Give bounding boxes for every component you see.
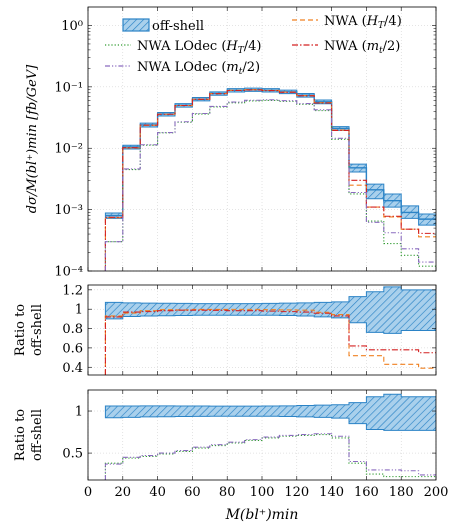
ratio-panel-lodec-series (104, 393, 436, 480)
main-panel-ytick-label: 10⁻¹ (54, 80, 83, 95)
legend-entry-nwa-lodec-m-t-2: NWA LOdec (mt/2) (105, 60, 260, 77)
ratio-panel-lodec-axis: 0 20 40 60 80 100 120 140 160 180 200 0.5 1 (62, 390, 448, 500)
legend-entry-off-shell: off-shell (122, 18, 204, 34)
series-nwa-h-t-4-line (104, 89, 436, 271)
legend-entry-nwa-lodec-h-t-4: NWA LOdec (HT/4) (105, 39, 262, 56)
ratio-panel-lodec-xtick-label: 160 (354, 485, 379, 500)
legend-entry-nwa-m-t-2: NWA (mt/2) (292, 39, 400, 56)
legend-label-nwa-h-t-4: NWA (HT/4) (324, 14, 402, 31)
series-nwa-lodec-h-t-4-line (104, 434, 436, 480)
series-nwa-m-t-2-line (104, 309, 436, 375)
series-nwa-lodec-m-t-2-line (104, 433, 436, 480)
series-nwa-h-t-4-line (104, 308, 436, 375)
ratio-panel-lodec: 0 20 40 60 80 100 120 140 160 180 200 0.5 1 Ratio to… (13, 389, 448, 523)
ratio-panel-lodec-xtick-label: 200 (424, 485, 449, 500)
ratio-panel-lodec-xtick-label: 120 (284, 485, 309, 500)
legend: off-shell NWA (HT/4) NWA LOdec (HT/4) NWA (… (105, 14, 402, 77)
series-off-shell-band (104, 87, 436, 226)
ratio-panel-nwa-ytick-label: 0.6 (62, 341, 83, 356)
legend-label-nwa-lodec-h-t-4: NWA LOdec (HT/4) (137, 39, 262, 56)
ratio-panel-nwa-axis: 0.4 0.6 0.8 1 1.2 (62, 283, 437, 376)
main-panel-series (104, 87, 436, 271)
series-off-shell-band (104, 393, 436, 431)
ratio-panel-lodec-ylabel-line1: Ratio to (13, 409, 28, 461)
ratio-panel-nwa-ytick-label: 0.4 (62, 361, 83, 376)
ratio-panel-nwa-ylabel-line1: Ratio to (13, 304, 28, 356)
main-panel-ytick-label: 10⁻³ (54, 203, 83, 218)
legend-label-nwa-m-t-2: NWA (mt/2) (324, 39, 400, 56)
ratio-panel-lodec-ytick-label: 1 (75, 405, 83, 420)
ratio-panel-lodec-xtick-label: 0 (84, 485, 92, 500)
ratio-panel-lodec-ytick-label: 0.5 (62, 447, 83, 462)
ratio-panel-nwa: 0.4 0.6 0.8 1 1.2 Ratio to off-shell (13, 283, 437, 376)
ratio-panel-lodec-xtick-label: 20 (115, 485, 132, 500)
ratio-panel-nwa-ytick-label: 1.2 (62, 283, 83, 298)
series-nwa-lodec-h-t-4-line (104, 99, 436, 271)
ratio-panel-nwa-ylabel-line2: off-shell (30, 304, 45, 356)
main-panel-axis: 10⁻⁴ 10⁻³ 10⁻² 10⁻¹ 10⁰ (54, 7, 437, 280)
ratio-panel-lodec-ylabel-line2: off-shell (30, 409, 45, 461)
main-panel-ytick-label: 10⁻² (54, 142, 83, 157)
legend-entry-nwa-h-t-4: NWA (HT/4) (292, 14, 402, 31)
ratio-panel-nwa-series (104, 286, 436, 375)
main-panel-ytick-label: 10⁰ (61, 19, 83, 34)
x-axis-label: M(bl⁺)min (225, 507, 299, 523)
legend-label-nwa-lodec-m-t-2: NWA LOdec (mt/2) (137, 60, 260, 77)
ratio-panel-lodec-xtick-label: 140 (319, 485, 344, 500)
main-panel-ylabel: dσ/M(bl⁺)min [fb/GeV] (25, 64, 40, 213)
ratio-panel-nwa-ytick-label: 1 (75, 303, 83, 318)
series-nwa-m-t-2-line (104, 89, 436, 271)
ratio-panel-nwa-ytick-label: 0.8 (62, 322, 83, 337)
series-off-shell-band (104, 286, 436, 334)
series-nwa-lodec-m-t-2-line (104, 99, 436, 271)
ratio-panel-lodec-xtick-label: 60 (184, 485, 201, 500)
ratio-panel-lodec-xtick-label: 180 (389, 485, 414, 500)
main-panel-ytick-label: 10⁻⁴ (54, 265, 83, 280)
ratio-panel-lodec-xtick-label: 40 (149, 485, 166, 500)
main-panel: 10⁻⁴ 10⁻³ 10⁻² 10⁻¹ 10⁰ dσ/M(bl⁺)min [fb/GeV… (25, 6, 437, 280)
legend-label-off-shell: off-shell (152, 19, 204, 34)
ratio-panel-lodec-xtick-label: 100 (250, 485, 275, 500)
ratio-panel-lodec-xtick-label: 80 (219, 485, 236, 500)
legend-swatch-off-shell (122, 18, 150, 32)
